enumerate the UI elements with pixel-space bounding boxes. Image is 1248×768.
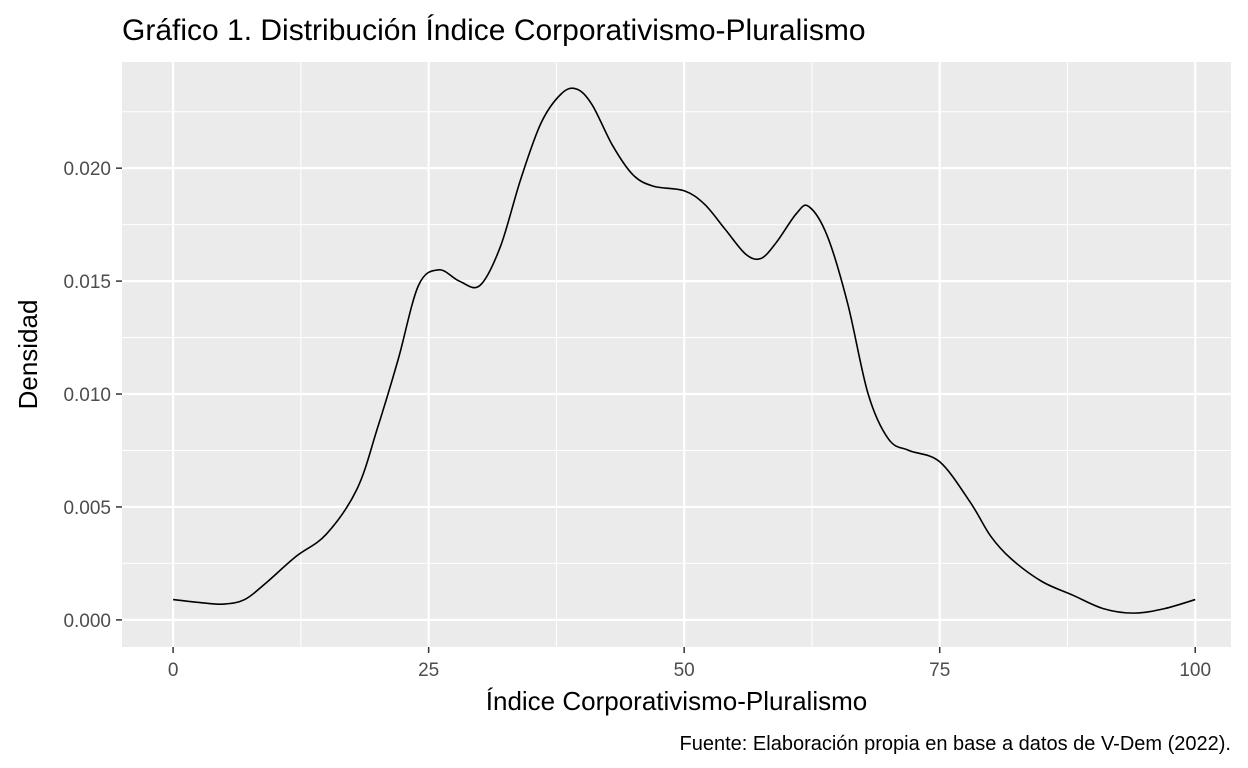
y-tick-label: 0.005 — [63, 498, 111, 519]
grid-minor — [122, 62, 1231, 647]
x-tick-label: 25 — [418, 660, 439, 681]
y-axis-ticks: 0.000 0.005 0.010 0.015 0.020 — [63, 159, 122, 632]
density-curve — [173, 87, 1196, 614]
y-tick-label: 0.020 — [63, 159, 111, 180]
y-tick-label: 0.010 — [63, 385, 111, 406]
plot-panel — [122, 62, 1231, 647]
grid-major — [122, 62, 1231, 647]
x-tick-label: 0 — [168, 660, 179, 681]
x-tick-label: 50 — [674, 660, 695, 681]
chart-title: Gráfico 1. Distribución Índice Corporati… — [122, 14, 866, 47]
x-axis-title: Índice Corporativismo-Pluralismo — [486, 686, 867, 716]
y-axis-title: Densidad — [13, 300, 43, 410]
source-caption: Fuente: Elaboración propia en base a dat… — [680, 733, 1231, 755]
y-tick-label: 0.000 — [63, 611, 111, 632]
x-axis-ticks: 0 25 50 75 100 — [168, 647, 1211, 681]
x-tick-label: 100 — [1179, 660, 1211, 681]
x-tick-label: 75 — [929, 660, 950, 681]
y-tick-label: 0.015 — [63, 272, 111, 293]
